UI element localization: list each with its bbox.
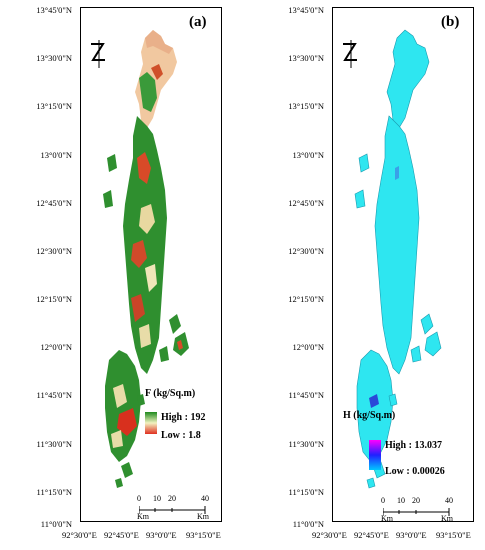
x-label-a-2: 93°0'0"E [146,530,177,540]
y-label: 12°15'0"N [36,294,72,304]
panel-label-a: (a) [189,14,207,30]
legend-low-a: Low : 1.8 [161,430,201,441]
y-label: 11°45'0"N [288,390,324,400]
x-label-a-0: 92°30'0"E [62,530,97,540]
y-label: 13°45'0"N [36,5,72,15]
y-label: 11°30'0"N [36,439,72,449]
y-axis-a: 13°45'0"N 13°30'0"N 13°15'0"N 13°0'0"N 1… [36,5,81,529]
y-label: 11°15'0"N [36,487,72,497]
y-label: 12°30'0"N [288,246,324,256]
legend-low-b: Low : 0.00026 [385,466,445,477]
x-label-b-0: 92°30'0"E [312,530,347,540]
y-label: 13°30'0"N [288,53,324,63]
x-label-b-3: 93°15'0"E [436,530,471,540]
y-label: 13°30'0"N [36,53,72,63]
y-label: 12°45'0"N [36,198,72,208]
y-label: 12°0'0"N [292,342,324,352]
map-panel-b: (b) H (kg/Sq.m) High : 13.037 Low : 0.00… [288,4,485,529]
y-label: 11°15'0"N [288,487,324,497]
y-label: 13°15'0"N [36,101,72,111]
island-map-a [103,30,189,488]
y-label: 12°15'0"N [288,294,324,304]
x-label-a-1: 92°45'0"E [104,530,139,540]
scale-tick-20: 20 [168,494,176,503]
map-frame-a: (a) F (kg/Sq.m) High : 192 Low : 1.8 0 1… [80,7,222,522]
y-label: 12°0'0"N [40,342,72,352]
y-label: 11°0'0"N [40,519,72,529]
y-label: 12°30'0"N [36,246,72,256]
scale-tick-10: 10 [397,496,405,505]
scale-tick-40: 40 [201,494,209,503]
scale-unit-left: Km [137,512,149,521]
y-axis-b: 13°45'0"N 13°30'0"N 13°15'0"N 13°0'0"N 1… [288,5,333,529]
scale-bar-a: 0 10 20 40 Km Km [137,494,217,521]
scale-bar-b: 0 10 20 40 Km Km [381,496,461,522]
scale-unit-left: Km [381,514,393,522]
north-island-b [386,29,430,129]
north-arrow-icon [91,40,105,68]
y-label: 13°45'0"N [288,5,324,15]
scale-tick-40: 40 [445,496,453,505]
middle-island-b [374,115,420,375]
x-label-b-2: 93°0'0"E [396,530,427,540]
legend-high-b: High : 13.037 [385,440,442,451]
x-label-a-3: 93°15'0"E [186,530,221,540]
scale-unit-right: Km [441,514,453,522]
legend-title-b: H (kg/Sq.m) [343,410,396,421]
y-label: 13°15'0"N [288,101,324,111]
south-island-a [105,350,141,462]
legend-title-a: F (kg/Sq.m) [145,388,196,399]
scale-line-a [139,506,206,514]
y-label: 12°45'0"N [288,198,324,208]
scale-tick-0: 0 [381,496,385,505]
legend-swatch-b [369,440,381,470]
x-label-b-1: 92°45'0"E [354,530,389,540]
y-label: 13°0'0"N [40,150,72,160]
map-frame-b: (b) H (kg/Sq.m) High : 13.037 Low : 0.00… [332,7,474,522]
map-panel-a: (a) F (kg/Sq.m) High : 192 Low : 1.8 0 1… [36,4,296,529]
scale-line-b [383,508,450,516]
scale-tick-10: 10 [153,494,161,503]
y-label: 11°45'0"N [36,390,72,400]
scale-unit-right: Km [197,512,209,521]
scale-tick-0: 0 [137,494,141,503]
y-label: 11°30'0"N [288,439,324,449]
east-island-a [169,314,181,334]
scale-tick-20: 20 [412,496,420,505]
y-label: 13°0'0"N [292,150,324,160]
north-arrow-icon [343,40,357,68]
panel-label-b: (b) [441,14,460,30]
legend-swatch-a [145,412,157,434]
legend-high-a: High : 192 [161,412,206,423]
y-label: 11°0'0"N [292,519,324,529]
east-island-b [420,313,434,335]
